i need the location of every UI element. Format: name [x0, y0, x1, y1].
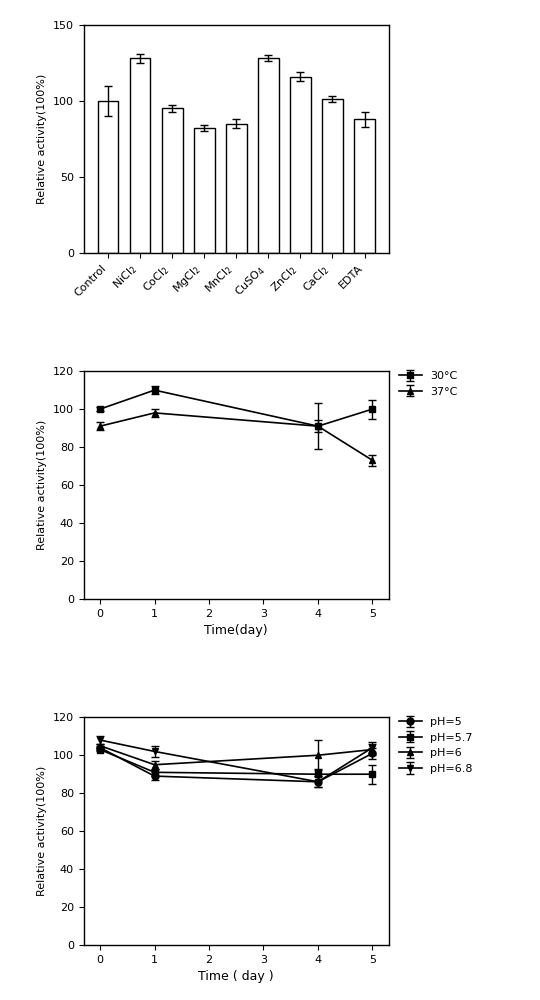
Legend: 30°C, 37°C: 30°C, 37°C — [395, 367, 462, 401]
Bar — [322, 99, 343, 253]
Bar — [161, 108, 183, 253]
X-axis label: Time(day): Time(day) — [205, 624, 268, 637]
X-axis label: Time ( day ): Time ( day ) — [198, 970, 274, 983]
Bar — [130, 58, 151, 253]
Bar — [194, 128, 214, 253]
Bar — [98, 101, 118, 253]
Legend: pH=5, pH=5.7, pH=6, pH=6.8: pH=5, pH=5.7, pH=6, pH=6.8 — [395, 713, 477, 778]
Bar — [226, 124, 247, 253]
Bar — [290, 77, 311, 253]
Y-axis label: Relative activity(100%): Relative activity(100%) — [37, 420, 48, 550]
Y-axis label: Relative activity(100%): Relative activity(100%) — [37, 766, 48, 896]
Bar — [258, 58, 279, 253]
Y-axis label: Relative activity(100%): Relative activity(100%) — [37, 74, 48, 204]
Bar — [354, 119, 375, 253]
